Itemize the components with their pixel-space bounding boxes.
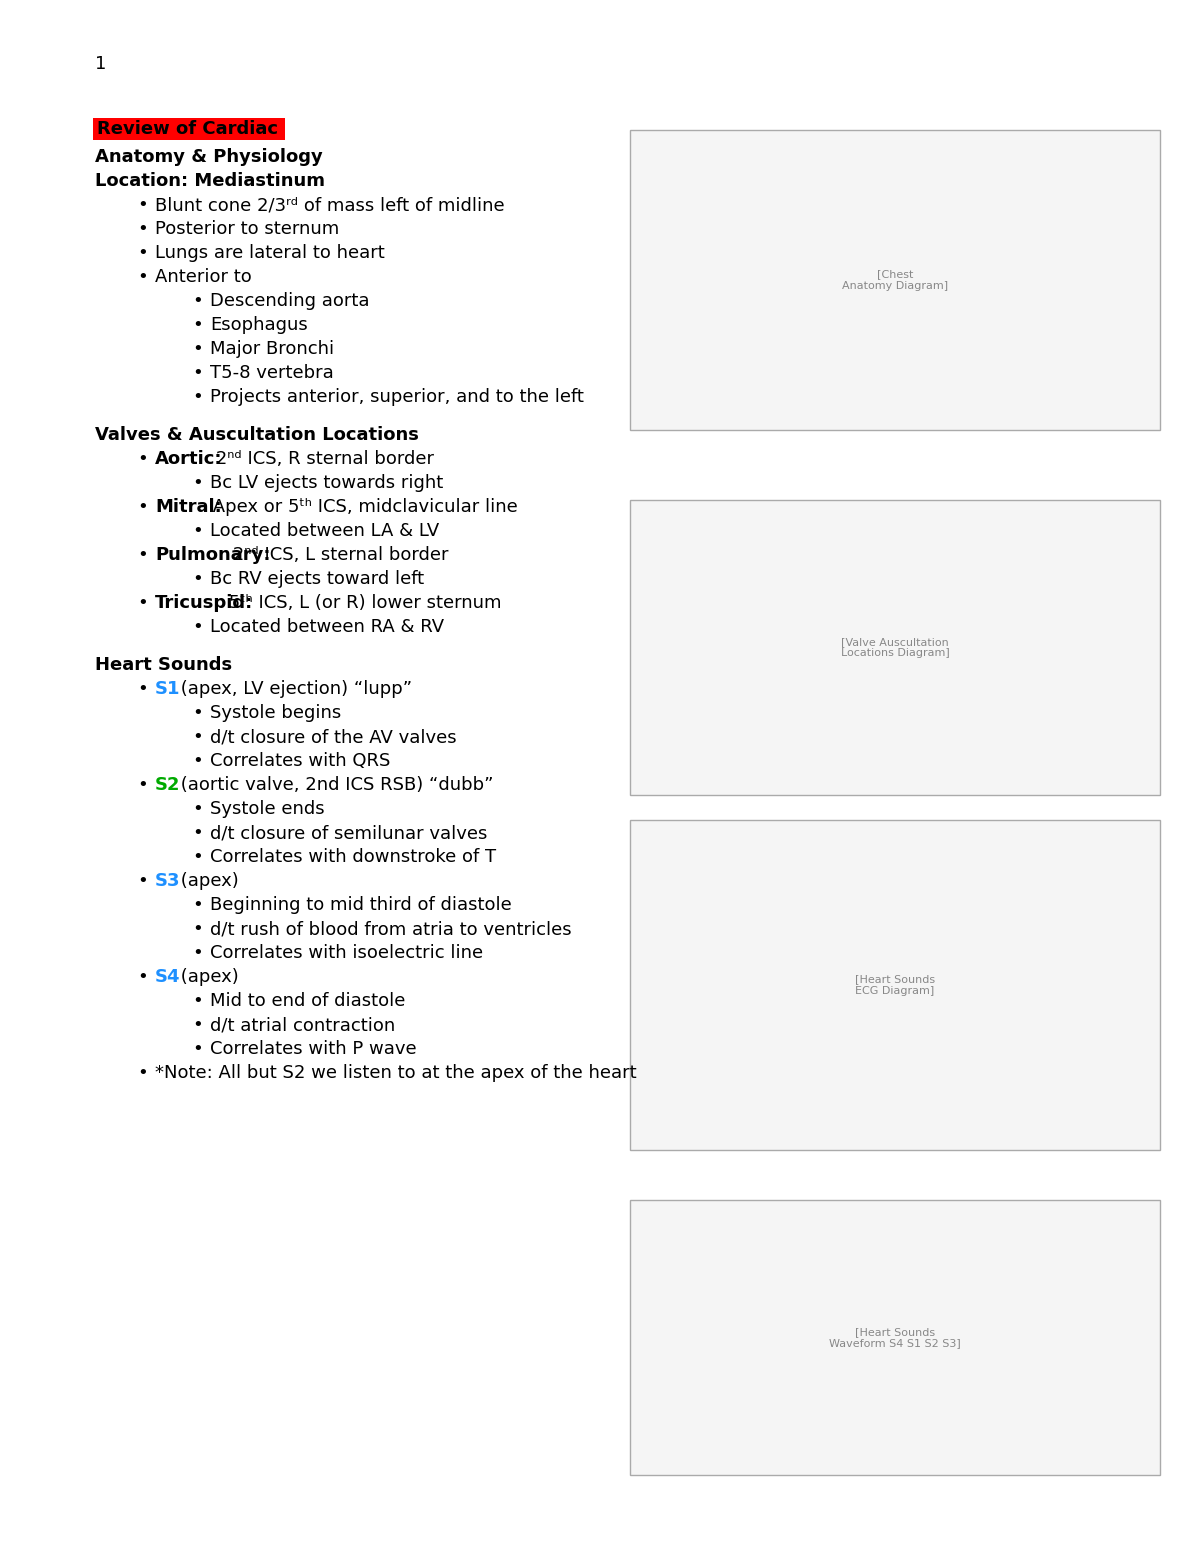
Text: •: •: [137, 196, 148, 214]
Text: •: •: [192, 570, 203, 589]
Text: Aortic:: Aortic:: [155, 450, 222, 467]
Text: •: •: [192, 1041, 203, 1058]
Text: Posterior to sternum: Posterior to sternum: [155, 221, 340, 238]
Text: •: •: [137, 244, 148, 262]
Text: •: •: [137, 547, 148, 564]
Text: Located between LA & LV: Located between LA & LV: [210, 522, 439, 540]
Text: •: •: [192, 292, 203, 311]
Text: Heart Sounds: Heart Sounds: [95, 655, 232, 674]
Text: •: •: [137, 593, 148, 612]
Text: Pulmonary:: Pulmonary:: [155, 547, 270, 564]
Text: •: •: [192, 992, 203, 1009]
FancyBboxPatch shape: [630, 1200, 1160, 1475]
Text: d/t rush of blood from atria to ventricles: d/t rush of blood from atria to ventricl…: [210, 919, 571, 938]
Text: [Chest
Anatomy Diagram]: [Chest Anatomy Diagram]: [842, 269, 948, 290]
Text: •: •: [137, 221, 148, 238]
Text: Mid to end of diastole: Mid to end of diastole: [210, 992, 406, 1009]
Text: 1: 1: [95, 54, 107, 73]
Text: *Note: All but S2 we listen to at the apex of the heart: *Note: All but S2 we listen to at the ap…: [155, 1064, 637, 1082]
Text: •: •: [137, 450, 148, 467]
Text: d/t atrial contraction: d/t atrial contraction: [210, 1016, 395, 1034]
Text: T5-8 vertebra: T5-8 vertebra: [210, 363, 334, 382]
Text: Correlates with P wave: Correlates with P wave: [210, 1041, 416, 1058]
Text: [Heart Sounds
Waveform S4 S1 S2 S3]: [Heart Sounds Waveform S4 S1 S2 S3]: [829, 1326, 961, 1348]
Text: Apex or 5ᵗʰ ICS, midclavicular line: Apex or 5ᵗʰ ICS, midclavicular line: [208, 499, 517, 516]
Text: d/t closure of semilunar valves: d/t closure of semilunar valves: [210, 825, 487, 842]
Text: (apex, LV ejection) “lupp”: (apex, LV ejection) “lupp”: [175, 680, 412, 697]
Text: Systole begins: Systole begins: [210, 704, 341, 722]
Text: •: •: [192, 340, 203, 359]
Text: S4: S4: [155, 968, 180, 986]
Text: 2ⁿᵈ ICS, R sternal border: 2ⁿᵈ ICS, R sternal border: [210, 450, 434, 467]
Text: •: •: [137, 269, 148, 286]
Text: [Valve Auscultation
Locations Diagram]: [Valve Auscultation Locations Diagram]: [841, 637, 949, 658]
Text: •: •: [137, 776, 148, 794]
Text: Correlates with isoelectric line: Correlates with isoelectric line: [210, 944, 484, 961]
Text: Esophagus: Esophagus: [210, 315, 307, 334]
Text: Correlates with QRS: Correlates with QRS: [210, 752, 390, 770]
Text: •: •: [192, 944, 203, 961]
Text: •: •: [192, 704, 203, 722]
Text: Projects anterior, superior, and to the left: Projects anterior, superior, and to the …: [210, 388, 584, 405]
Text: Mitral:: Mitral:: [155, 499, 222, 516]
Text: •: •: [137, 968, 148, 986]
Text: Tricuspid:: Tricuspid:: [155, 593, 253, 612]
Text: •: •: [192, 752, 203, 770]
Text: S2: S2: [155, 776, 180, 794]
Text: Descending aorta: Descending aorta: [210, 292, 370, 311]
Text: Beginning to mid third of diastole: Beginning to mid third of diastole: [210, 896, 511, 915]
Text: d/t closure of the AV valves: d/t closure of the AV valves: [210, 728, 457, 745]
Text: •: •: [192, 474, 203, 492]
Text: Systole ends: Systole ends: [210, 800, 325, 818]
Text: •: •: [192, 363, 203, 382]
FancyBboxPatch shape: [630, 500, 1160, 795]
Text: (aortic valve, 2nd ICS RSB) “dubb”: (aortic valve, 2nd ICS RSB) “dubb”: [175, 776, 493, 794]
Text: •: •: [137, 871, 148, 890]
Text: Lungs are lateral to heart: Lungs are lateral to heart: [155, 244, 385, 262]
Text: •: •: [137, 499, 148, 516]
Text: •: •: [192, 919, 203, 938]
Text: Blunt cone 2/3ʳᵈ of mass left of midline: Blunt cone 2/3ʳᵈ of mass left of midline: [155, 196, 505, 214]
Text: Location: Mediastinum: Location: Mediastinum: [95, 172, 325, 189]
Text: S3: S3: [155, 871, 180, 890]
Text: •: •: [192, 618, 203, 637]
Text: •: •: [192, 1016, 203, 1034]
Text: S1: S1: [155, 680, 180, 697]
Text: •: •: [192, 728, 203, 745]
Text: •: •: [137, 1064, 148, 1082]
Text: (apex): (apex): [175, 871, 239, 890]
Text: •: •: [192, 388, 203, 405]
Text: Correlates with downstroke of T: Correlates with downstroke of T: [210, 848, 496, 867]
Text: Bc LV ejects towards right: Bc LV ejects towards right: [210, 474, 443, 492]
Text: •: •: [137, 680, 148, 697]
Text: Valves & Auscultation Locations: Valves & Auscultation Locations: [95, 426, 419, 444]
FancyBboxPatch shape: [630, 130, 1160, 430]
Text: Review of Cardiac: Review of Cardiac: [97, 120, 278, 138]
Text: Located between RA & RV: Located between RA & RV: [210, 618, 444, 637]
Text: •: •: [192, 522, 203, 540]
Text: •: •: [192, 896, 203, 915]
Text: 5ᵗʰ ICS, L (or R) lower sternum: 5ᵗʰ ICS, L (or R) lower sternum: [223, 593, 502, 612]
Text: •: •: [192, 315, 203, 334]
Text: •: •: [192, 825, 203, 842]
Text: [Heart Sounds
ECG Diagram]: [Heart Sounds ECG Diagram]: [854, 974, 935, 995]
Text: Bc RV ejects toward left: Bc RV ejects toward left: [210, 570, 424, 589]
Text: Anterior to: Anterior to: [155, 269, 252, 286]
FancyBboxPatch shape: [630, 820, 1160, 1151]
Text: (apex): (apex): [175, 968, 239, 986]
Text: 2ⁿᵈ ICS, L sternal border: 2ⁿᵈ ICS, L sternal border: [227, 547, 449, 564]
Text: •: •: [192, 800, 203, 818]
Text: •: •: [192, 848, 203, 867]
FancyBboxPatch shape: [94, 118, 286, 140]
Text: Major Bronchi: Major Bronchi: [210, 340, 334, 359]
Text: Anatomy & Physiology: Anatomy & Physiology: [95, 148, 323, 166]
